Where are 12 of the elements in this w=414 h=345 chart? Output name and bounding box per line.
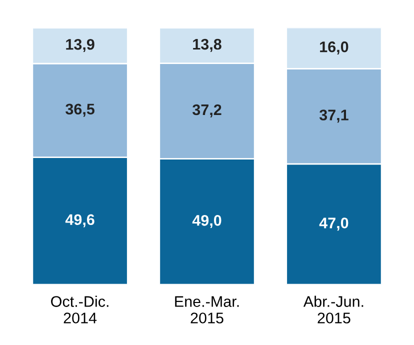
data-label: 47,0	[319, 218, 348, 231]
data-label: 36,5	[66, 104, 94, 117]
data-label: 13,9	[66, 38, 94, 52]
data-label: 37,1	[319, 110, 348, 123]
data-label: 16,0	[320, 41, 348, 54]
data-label: 13,8	[193, 38, 222, 52]
x-tick-label: Oct.-Dic. 2014	[51, 296, 108, 324]
data-label: 49,0	[192, 215, 222, 228]
data-label: 49,6	[65, 214, 94, 228]
x-tick-label: Ene.-Mar. 2015	[175, 296, 239, 324]
data-label: 37,2	[192, 104, 222, 118]
x-tick-label: Abr.-Jun. 2015	[303, 296, 364, 324]
